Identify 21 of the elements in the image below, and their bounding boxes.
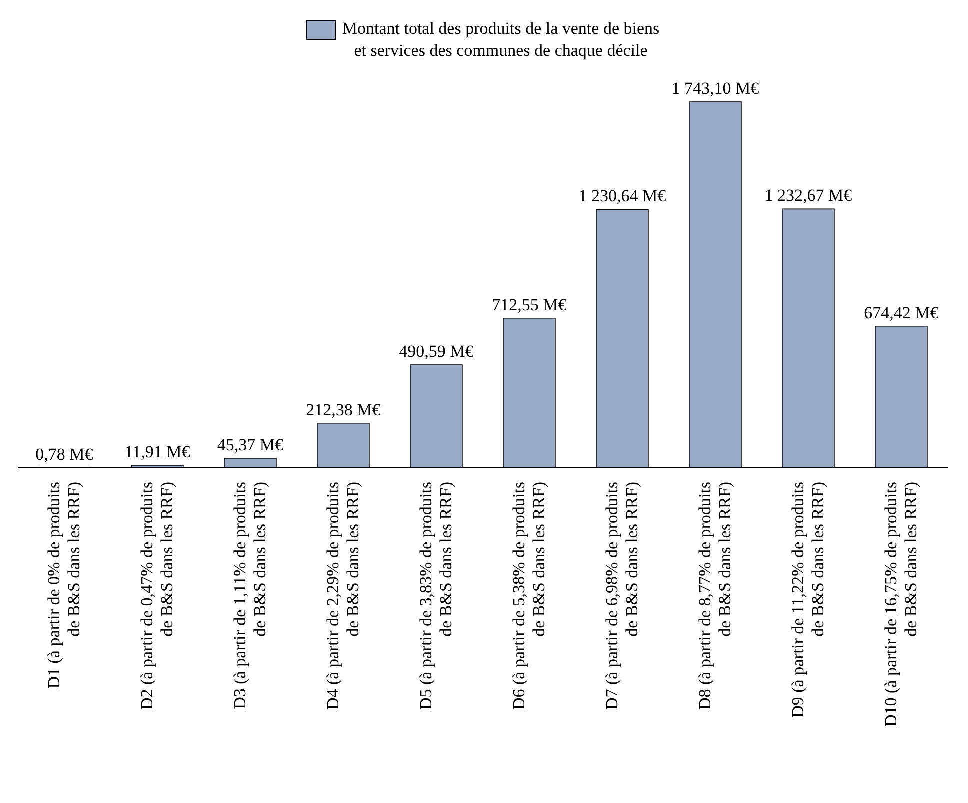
data-label: 712,55 M€ xyxy=(492,295,568,314)
data-label: 212,38 M€ xyxy=(306,400,382,420)
x-tick-label: D2 (à partir de 0,47% de produits de B&S dans les RRF) xyxy=(138,482,176,710)
data-label: 45,37 M€ xyxy=(217,435,284,454)
legend-label: Montant total des produits de la vente de biens et services des communes de chaque décile xyxy=(342,18,660,62)
data-label: 1 743,10 M€ xyxy=(672,79,760,98)
x-tick-label: D9 (à partir de 11,22% de produits de B&S dans les RRF) xyxy=(788,482,828,718)
x-tick-label: D4 (à partir de 2,29% de produits de B&S dans les RRF) xyxy=(324,482,362,710)
data-label: 1 232,67 M€ xyxy=(764,186,853,206)
data-label: 674,42 M€ xyxy=(864,303,940,322)
data-label: 490,59 M€ xyxy=(399,342,474,361)
x-tick-label: D3 (à partir de 1,11% de produits de B&S dans les RRF) xyxy=(230,482,270,710)
x-tick-label: D10 (à partir de 16,75% de produits de B&S dans les RRF) xyxy=(882,482,920,728)
x-tick-label: D8 (à partir de 8,77% de produits de B&S dans les RRF) xyxy=(696,482,734,710)
x-tick-label: D7 (à partir de 6,98% de produits de B&S dans les RRF) xyxy=(602,482,642,710)
data-label: 11,91 M€ xyxy=(124,442,191,462)
data-label: 0,78 M€ xyxy=(36,444,94,464)
x-tick-label: D6 (à partir de 5,38% de produits de B&S dans les RRF) xyxy=(510,482,548,710)
data-label: 1 230,64 M€ xyxy=(578,186,667,206)
x-tick-label: D1 (à partir de 0% de produits de B&S dans les RRF) xyxy=(44,482,84,689)
x-tick-label: D5 (à partir de 3,83% de produits de B&S dans les RRF) xyxy=(416,482,456,710)
